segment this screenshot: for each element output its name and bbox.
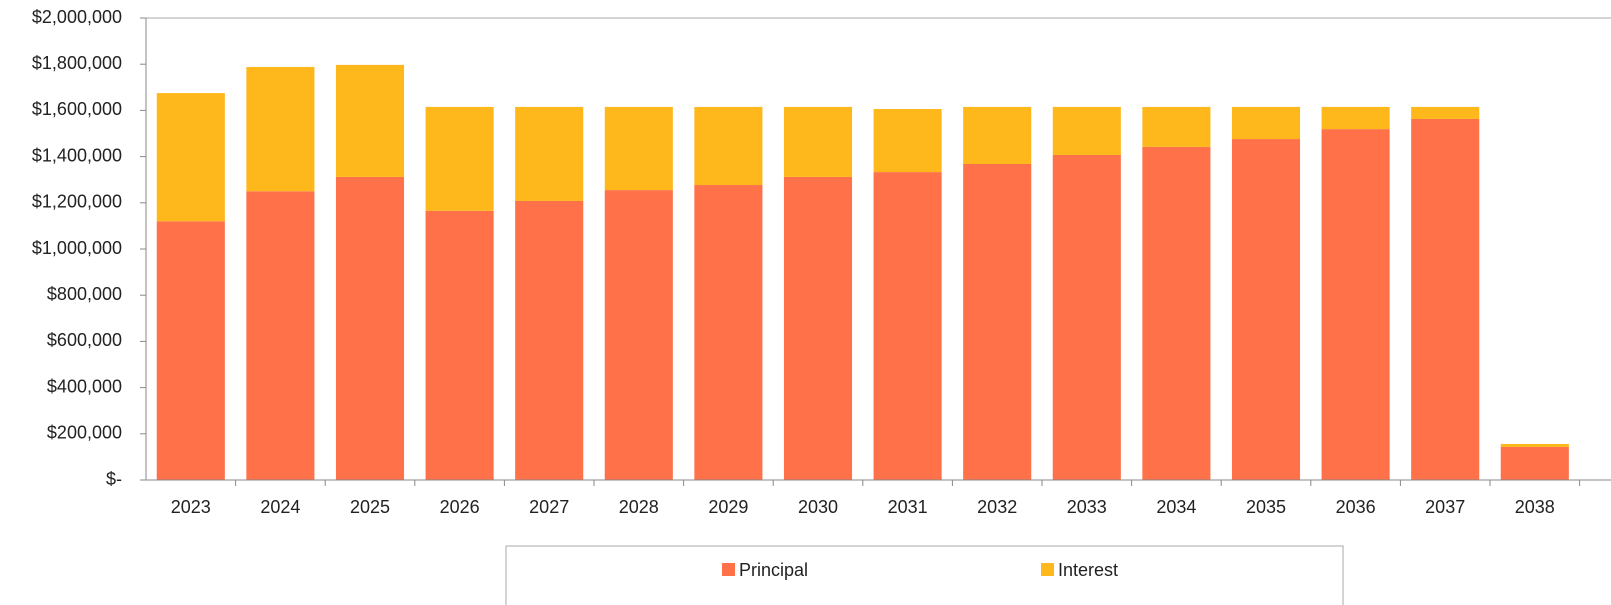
bar-segment	[425, 106, 494, 211]
bar-segment	[1052, 106, 1121, 155]
bar-segment	[1500, 446, 1569, 480]
x-tick-label: 2027	[529, 497, 569, 517]
bar-segment	[515, 106, 584, 201]
bar-segment	[604, 190, 673, 480]
x-tick-label: 2025	[350, 497, 390, 517]
bar-segment	[425, 210, 494, 480]
bar-segment	[1500, 443, 1569, 447]
x-tick-label: 2034	[1156, 497, 1196, 517]
bar-segment	[963, 106, 1032, 164]
bar-segment	[1231, 106, 1301, 140]
bar-segment	[1142, 106, 1211, 147]
x-tick-label: 2033	[1067, 497, 1107, 517]
x-tick-label: 2038	[1515, 497, 1555, 517]
bar-segment	[335, 64, 405, 177]
bar-segment	[1052, 154, 1121, 480]
bar-segment	[1411, 106, 1480, 119]
x-tick-label: 2024	[260, 497, 300, 517]
x-tick-label: 2026	[440, 497, 480, 517]
bar-segment	[335, 176, 405, 481]
x-tick-label: 2035	[1246, 497, 1286, 517]
bar-segment	[1321, 129, 1390, 480]
y-tick-label: $1,600,000	[32, 99, 122, 119]
legend-swatch	[722, 563, 735, 576]
bar-segment	[963, 163, 1032, 480]
bar-segment	[1321, 106, 1390, 130]
y-tick-label: $600,000	[47, 330, 122, 350]
x-tick-label: 2032	[977, 497, 1017, 517]
y-tick-label: $1,200,000	[32, 192, 122, 212]
bar-segment	[694, 106, 763, 186]
x-tick-label: 2037	[1425, 497, 1465, 517]
x-tick-label: 2023	[171, 497, 211, 517]
bar-segment	[515, 200, 584, 480]
bar-segment	[694, 185, 763, 480]
bar-segment	[783, 106, 853, 177]
x-tick-label: 2031	[888, 497, 928, 517]
legend-swatch	[1041, 563, 1054, 576]
y-tick-label: $1,400,000	[32, 145, 122, 165]
bar-segment	[246, 66, 315, 192]
bar-segment	[1231, 139, 1301, 480]
x-tick-label: 2029	[708, 497, 748, 517]
y-tick-label: $1,000,000	[32, 238, 122, 258]
x-tick-label: 2030	[798, 497, 838, 517]
bar-segment	[1411, 118, 1480, 481]
legend-box	[505, 545, 1344, 605]
x-tick-label: 2028	[619, 497, 659, 517]
y-tick-label: $800,000	[47, 284, 122, 304]
bar-segment	[156, 93, 225, 222]
legend-label: Interest	[1058, 560, 1118, 580]
y-tick-label: $-	[106, 469, 122, 489]
bar-segment	[783, 176, 853, 481]
bar-segment	[156, 221, 225, 480]
y-tick-label: $2,000,000	[32, 7, 122, 27]
bar-segment	[246, 191, 315, 480]
x-tick-label: 2036	[1336, 497, 1376, 517]
bar-segment	[1142, 146, 1211, 480]
legend-label: Principal	[739, 560, 808, 580]
y-tick-label: $200,000	[47, 423, 122, 443]
bar-segment	[604, 106, 673, 191]
y-tick-label: $1,800,000	[32, 53, 122, 73]
bar-segment	[873, 109, 942, 173]
y-tick-label: $400,000	[47, 376, 122, 396]
bar-segment	[873, 172, 942, 480]
